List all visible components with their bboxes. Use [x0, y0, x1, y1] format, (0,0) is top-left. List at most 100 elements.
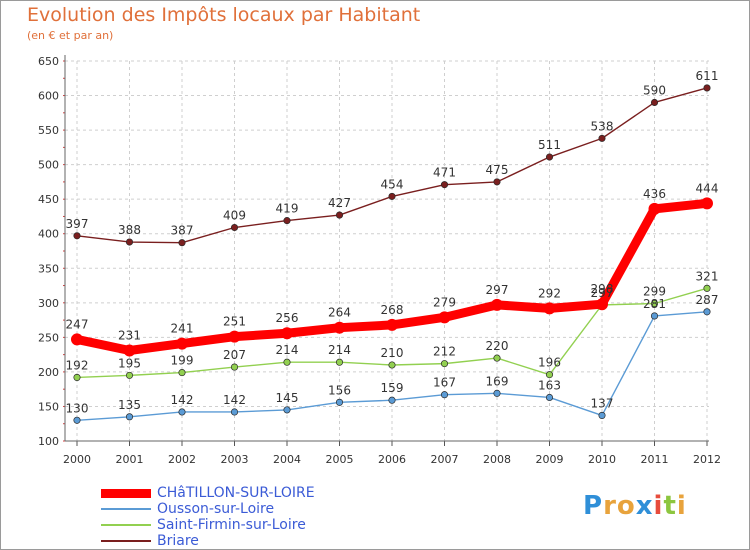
x-tick-label: 2008 — [483, 453, 511, 466]
data-label: 297 — [591, 286, 614, 300]
data-label: 159 — [381, 381, 404, 395]
data-point — [650, 312, 659, 320]
data-label: 281 — [643, 297, 666, 311]
data-label: 287 — [696, 293, 719, 307]
data-point — [281, 327, 293, 340]
data-point — [543, 302, 556, 315]
data-point — [125, 238, 134, 246]
legend: CHâTILLON-SUR-LOIRE Ousson-sur-Loire Saint… — [101, 485, 401, 549]
series-layer — [71, 84, 713, 424]
x-tick-label: 2007 — [431, 453, 459, 466]
data-point — [71, 333, 83, 346]
data-label: 210 — [381, 346, 404, 360]
legend-swatch — [101, 524, 151, 526]
data-point — [440, 360, 449, 368]
proxiti-logo: Proxiti — [583, 491, 687, 521]
data-point — [125, 413, 134, 421]
data-label: 538 — [591, 119, 614, 133]
data-point — [493, 389, 501, 397]
data-label: 427 — [328, 196, 351, 210]
legend-swatch — [101, 488, 151, 498]
data-label: 471 — [433, 166, 456, 180]
data-label: 156 — [328, 383, 351, 397]
data-point — [388, 192, 396, 200]
data-label: 231 — [118, 328, 141, 342]
data-point — [493, 178, 501, 186]
data-point — [230, 223, 239, 232]
legend-swatch — [101, 508, 151, 510]
y-tick-label: 650 — [38, 55, 59, 68]
x-tick-label: 2001 — [116, 453, 144, 466]
logo-letter: t — [663, 491, 677, 521]
data-point — [650, 299, 659, 308]
data-point — [440, 181, 449, 189]
x-tick-label: 2000 — [63, 453, 91, 466]
data-label: 436 — [643, 187, 666, 201]
data-label: 298 — [591, 282, 614, 296]
logo-letter: x — [635, 491, 654, 521]
data-point — [178, 408, 186, 416]
data-label: 135 — [118, 398, 141, 412]
data-point — [230, 408, 239, 416]
legend-item: Saint-Firmin-sur-Loire — [101, 517, 401, 533]
data-point — [178, 239, 186, 247]
data-label: 299 — [643, 285, 666, 299]
data-point — [388, 396, 396, 404]
data-label: 247 — [66, 317, 89, 331]
legend-item: Briare — [101, 533, 401, 549]
data-label-layer: 247 231 241 251 256 264 268 279 297 292 298 436 444 1… — [66, 69, 719, 415]
data-point — [493, 354, 501, 362]
data-point — [335, 358, 344, 366]
logo-letter: o — [616, 491, 636, 521]
x-tick-label: 2002 — [168, 453, 196, 466]
y-tick-label: 500 — [38, 159, 59, 172]
axis-layer: 100 150 200 250 300 350 400 450 500 550 600 650 2000… — [38, 55, 721, 466]
data-point — [598, 134, 606, 142]
data-label: 199 — [171, 354, 194, 368]
data-point — [335, 398, 344, 406]
y-tick-label: 300 — [38, 297, 59, 310]
legend-label: CHâTILLON-SUR-LOIRE — [157, 485, 315, 501]
data-label: 387 — [171, 224, 194, 238]
data-label: 611 — [696, 69, 719, 83]
x-tick-label: 2009 — [536, 453, 564, 466]
data-point — [386, 318, 398, 331]
data-label: 268 — [381, 303, 404, 317]
data-label: 142 — [171, 393, 194, 407]
data-point — [123, 344, 136, 357]
x-tick-label: 2003 — [221, 453, 249, 466]
data-point — [228, 330, 241, 343]
data-label: 145 — [276, 391, 299, 405]
x-tick-label: 2010 — [588, 453, 616, 466]
data-point — [73, 416, 81, 424]
data-point — [545, 371, 554, 379]
data-point — [333, 321, 346, 334]
data-label: 444 — [696, 181, 719, 195]
data-label: 590 — [643, 83, 666, 97]
data-point — [703, 84, 711, 92]
y-tick-label: 100 — [38, 435, 59, 448]
data-point — [491, 298, 503, 311]
data-label: 388 — [118, 223, 141, 237]
data-label: 251 — [223, 315, 246, 329]
data-point — [283, 406, 291, 414]
chart-subtitle: (en € et par an) — [27, 29, 114, 42]
data-label: 279 — [433, 295, 456, 309]
x-tick-label: 2004 — [273, 453, 301, 466]
legend-swatch — [101, 540, 151, 542]
data-point — [648, 202, 661, 215]
legend-item: Ousson-sur-Loire — [101, 501, 401, 517]
legend-label: Briare — [157, 533, 199, 549]
data-label: 264 — [328, 306, 351, 320]
data-point — [73, 232, 81, 240]
y-tick-label: 250 — [38, 331, 59, 344]
data-label: 167 — [433, 376, 456, 390]
data-label: 454 — [381, 177, 404, 191]
data-point — [701, 197, 713, 210]
data-point — [388, 361, 396, 369]
data-point — [703, 308, 711, 316]
logo-letter: P — [583, 491, 604, 521]
x-tick-label: 2011 — [641, 453, 669, 466]
